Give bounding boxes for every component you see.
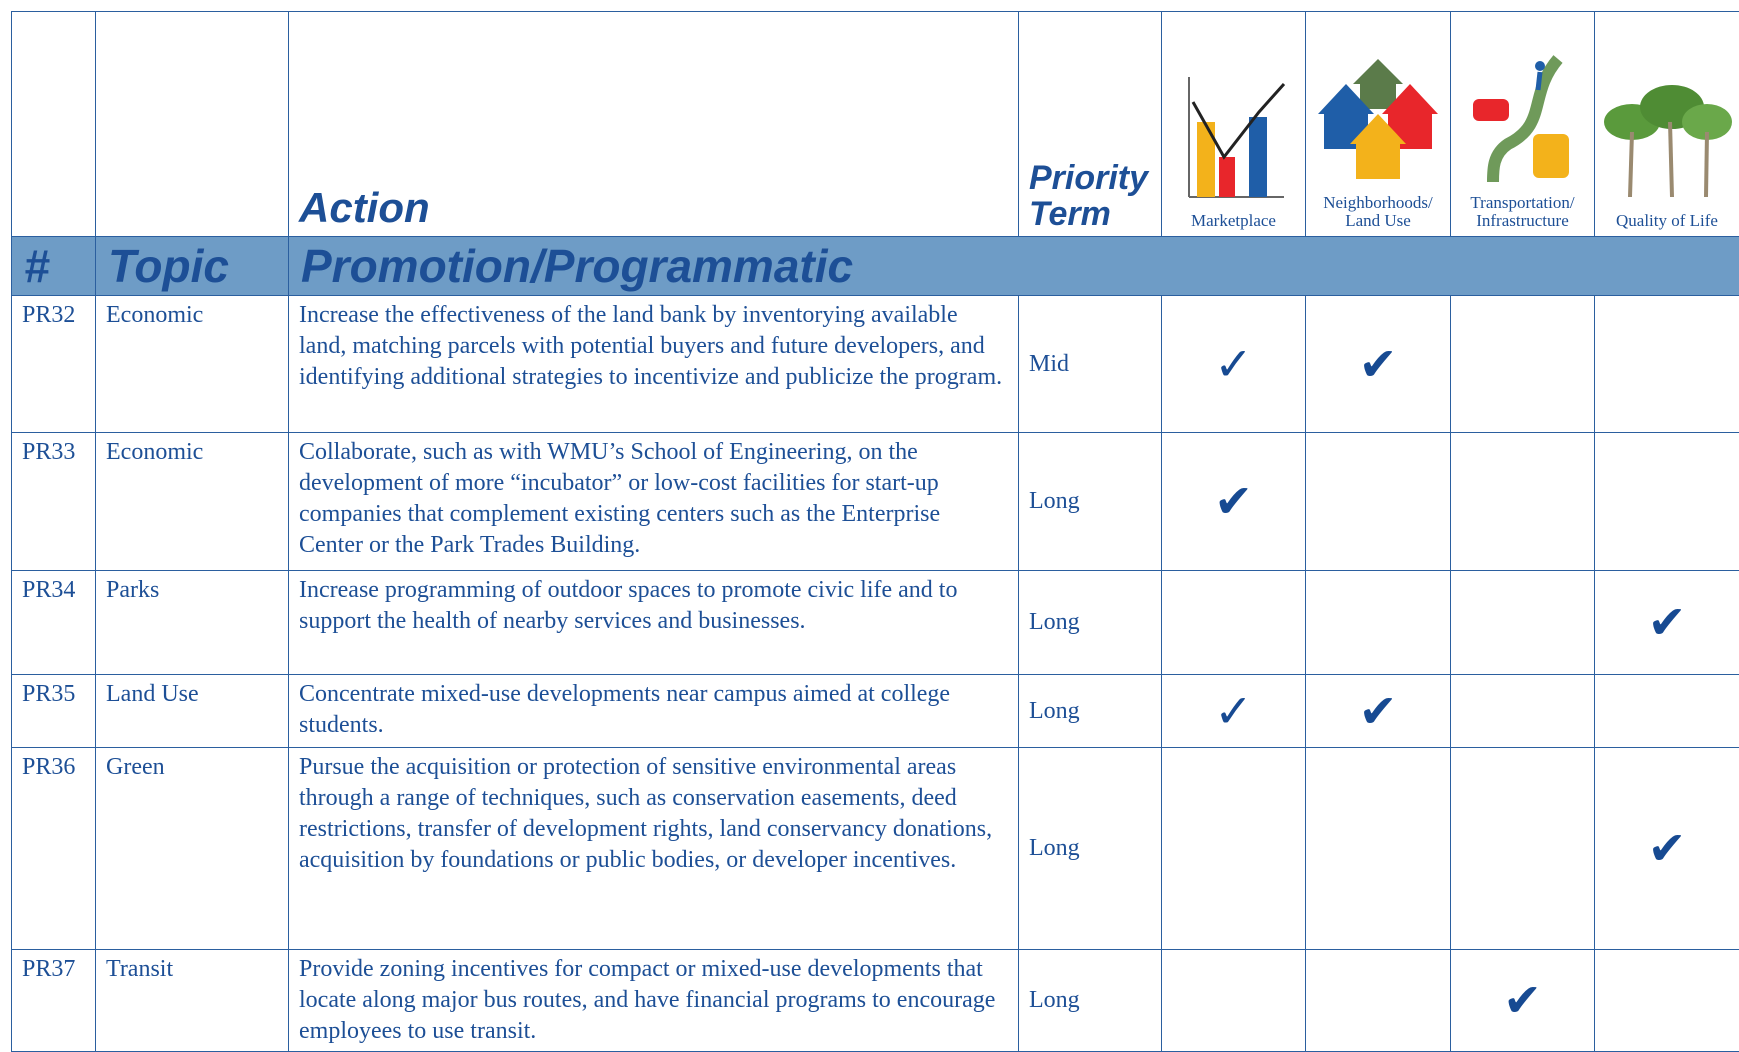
header-cell: Marketplace (1162, 12, 1306, 237)
row-term: Mid (1019, 296, 1162, 433)
row-topic: Economic (96, 296, 289, 433)
row-id: PR35 (12, 675, 96, 748)
header-cell: Priority Term (1019, 12, 1162, 237)
check-cell: ✔ (1162, 433, 1306, 571)
row-action: Concentrate mixed-use developments near … (289, 675, 1019, 748)
header-cell: Action (289, 12, 1019, 237)
row-topic: Transit (96, 950, 289, 1052)
check-cell: ✓ (1162, 296, 1306, 433)
row-action: Pursue the acquisition or protection of … (289, 748, 1019, 950)
row-term: Long (1019, 675, 1162, 748)
row-action: Collaborate, such as with WMU’s School o… (289, 433, 1019, 571)
band-row: # Topic Promotion/Programmatic (12, 237, 1739, 296)
row-id: PR34 (12, 571, 96, 675)
check-cell: ✔ (1306, 296, 1451, 433)
check-cell (1451, 571, 1595, 675)
row-term: Long (1019, 950, 1162, 1052)
check-cell (1595, 675, 1739, 748)
row-id: PR32 (12, 296, 96, 433)
check-cell (1595, 950, 1739, 1052)
transportation-icon (1468, 54, 1578, 184)
check-cell: ✔ (1306, 675, 1451, 748)
check-cell (1595, 433, 1739, 571)
check-cell: ✔ (1595, 571, 1739, 675)
header-cell: Transportation/ Infrastructure (1451, 12, 1595, 237)
row-action: Provide zoning incentives for compact or… (289, 950, 1019, 1052)
row-id: PR37 (12, 950, 96, 1052)
row-action: Increase programming of outdoor spaces t… (289, 571, 1019, 675)
check-cell: ✔ (1451, 950, 1595, 1052)
row-term: Long (1019, 748, 1162, 950)
check-cell: ✓ (1162, 675, 1306, 748)
check-cell (1451, 675, 1595, 748)
check-cell (1451, 296, 1595, 433)
neighborhoods-icon (1318, 54, 1438, 184)
check-cell (1306, 433, 1451, 571)
check-cell (1306, 571, 1451, 675)
check-cell (1162, 571, 1306, 675)
check-cell (1595, 296, 1739, 433)
action-table: Action Priority Term Marketplace Neighbo… (11, 11, 1739, 1052)
marketplace-icon (1179, 72, 1289, 202)
header-row: Action Priority Term Marketplace Neighbo… (12, 12, 1739, 237)
row-term: Long (1019, 571, 1162, 675)
check-cell: ✔ (1595, 748, 1739, 950)
quality-icon (1602, 72, 1732, 202)
row-topic: Land Use (96, 675, 289, 748)
row-id: PR33 (12, 433, 96, 571)
header-cell: Quality of Life (1595, 12, 1739, 237)
check-cell (1451, 433, 1595, 571)
band-cell: Topic (96, 237, 289, 296)
row-action: Increase the effectiveness of the land b… (289, 296, 1019, 433)
row-id: PR36 (12, 748, 96, 950)
band-cell: # (12, 237, 96, 296)
header-cell (96, 12, 289, 237)
header-cell: Neighborhoods/ Land Use (1306, 12, 1451, 237)
row-topic: Green (96, 748, 289, 950)
header-cell (12, 12, 96, 237)
row-topic: Parks (96, 571, 289, 675)
check-cell (1306, 950, 1451, 1052)
band-cell: Promotion/Programmatic (289, 237, 1739, 296)
row-term: Long (1019, 433, 1162, 571)
check-cell (1162, 950, 1306, 1052)
row-topic: Economic (96, 433, 289, 571)
check-cell (1306, 748, 1451, 950)
check-cell (1162, 748, 1306, 950)
check-cell (1451, 748, 1595, 950)
